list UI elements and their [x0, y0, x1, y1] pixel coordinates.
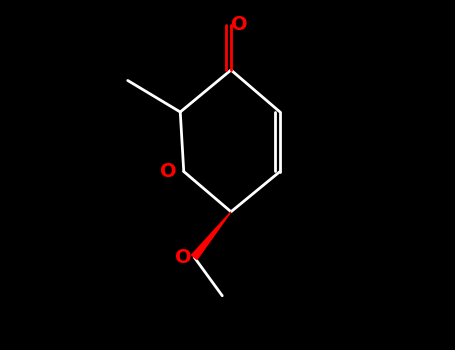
Text: O: O [176, 248, 192, 267]
Polygon shape [192, 212, 231, 259]
Text: O: O [232, 15, 248, 34]
Text: O: O [160, 162, 177, 181]
